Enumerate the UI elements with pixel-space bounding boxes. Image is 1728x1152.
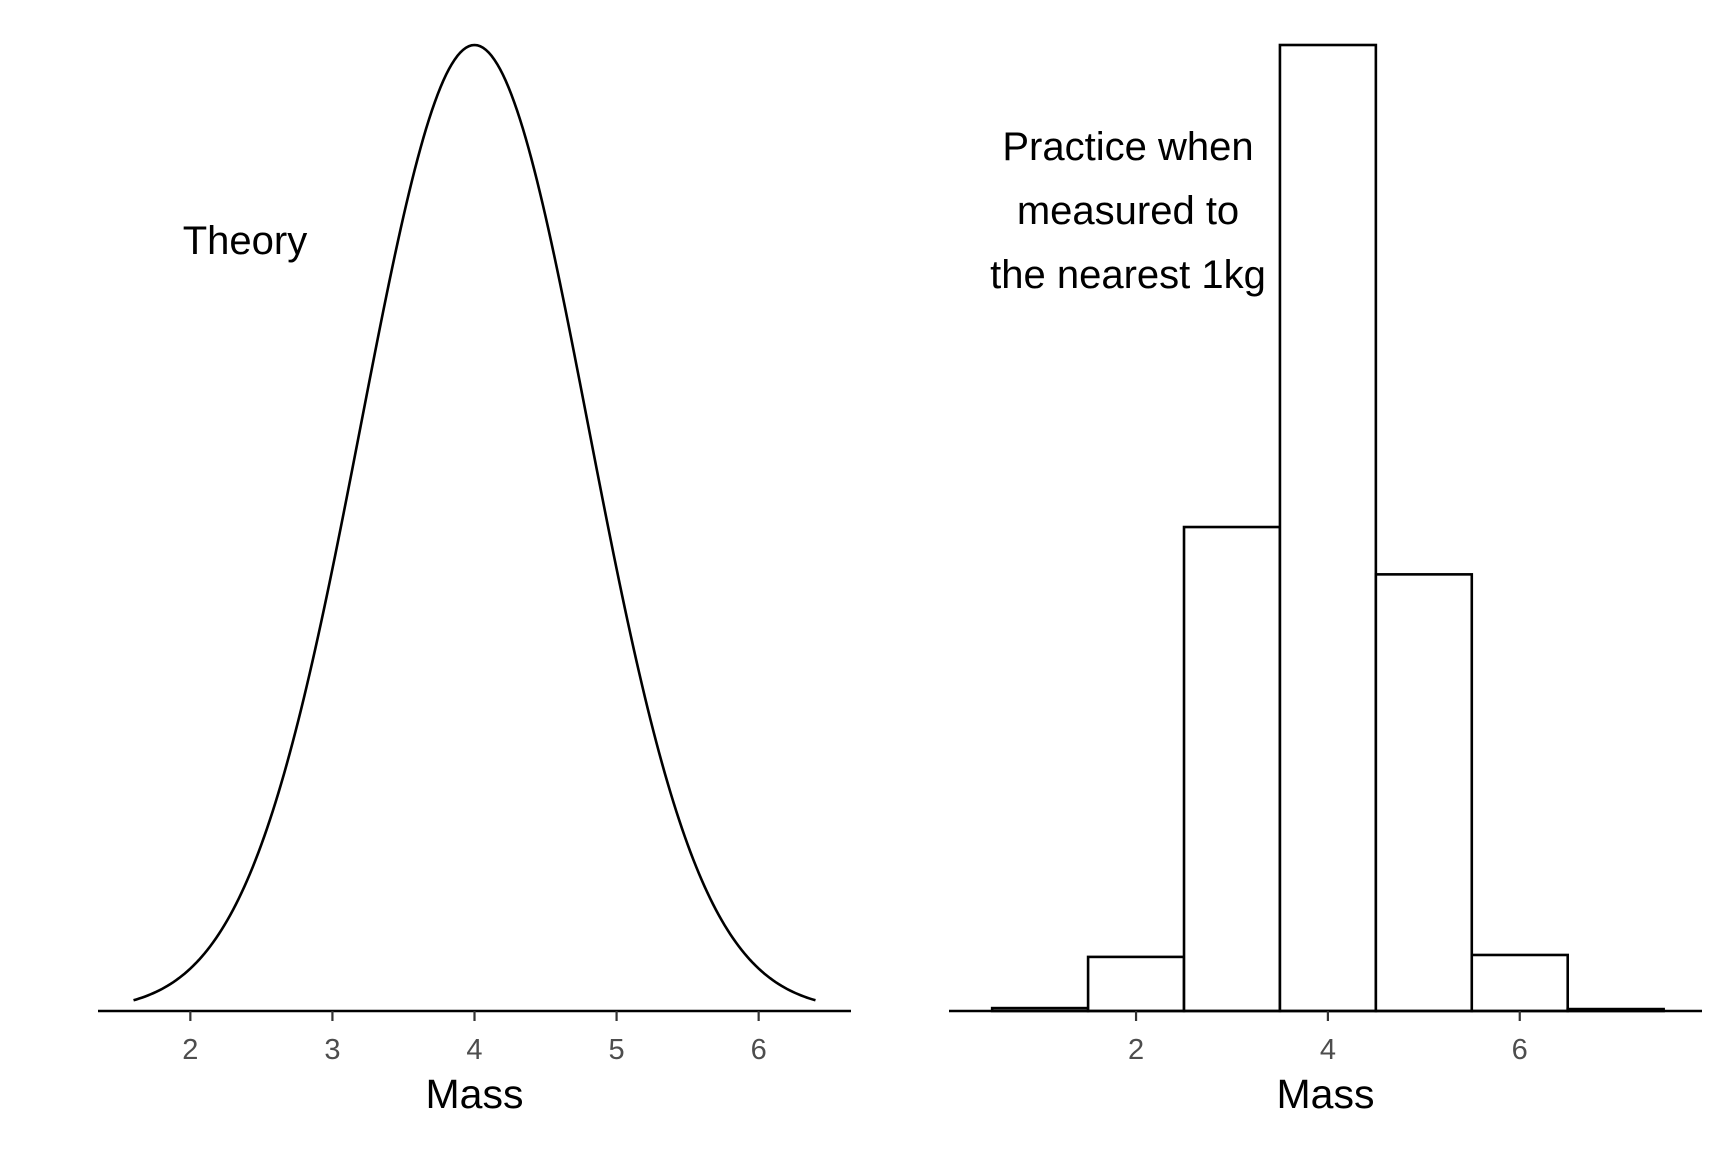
- x-tick-label: 6: [751, 1034, 767, 1066]
- annotation-line: the nearest 1kg: [990, 253, 1266, 297]
- x-tick-label: 4: [466, 1034, 482, 1066]
- x-axis-ticks: 2 4 6: [1128, 1011, 1528, 1066]
- annotation-line: Practice when: [1002, 125, 1253, 169]
- histogram-bar: [1470, 953, 1570, 1013]
- theory-annotation: Theory: [183, 219, 308, 263]
- x-axis-title: Mass: [1277, 1071, 1375, 1117]
- x-tick-label: 6: [1512, 1034, 1528, 1066]
- histogram-bar: [1278, 43, 1378, 1013]
- x-tick-label: 5: [609, 1034, 625, 1066]
- x-tick-label: 4: [1320, 1034, 1336, 1066]
- x-tick-label: 2: [1128, 1034, 1144, 1066]
- histogram-bar: [1086, 955, 1186, 1013]
- practice-annotation: Practice when measured to the nearest 1kg: [990, 125, 1266, 297]
- x-tick-label: 3: [324, 1034, 340, 1066]
- theory-density-curve: [133, 43, 816, 1002]
- annotation-line: measured to: [1017, 189, 1239, 233]
- histogram-bar: [1182, 525, 1282, 1013]
- x-tick-label: 2: [182, 1034, 198, 1066]
- annotation-line: Theory: [183, 219, 308, 263]
- theory-panel: 2 3 4 5 6 Mass Theory: [98, 43, 851, 1117]
- x-axis-title: Mass: [426, 1071, 524, 1117]
- practice-panel: 2 4 6 Mass Practice when measured to the nea…: [949, 43, 1702, 1117]
- histogram-bar: [1374, 573, 1474, 1013]
- x-axis-ticks: 2 3 4 5 6: [182, 1011, 767, 1066]
